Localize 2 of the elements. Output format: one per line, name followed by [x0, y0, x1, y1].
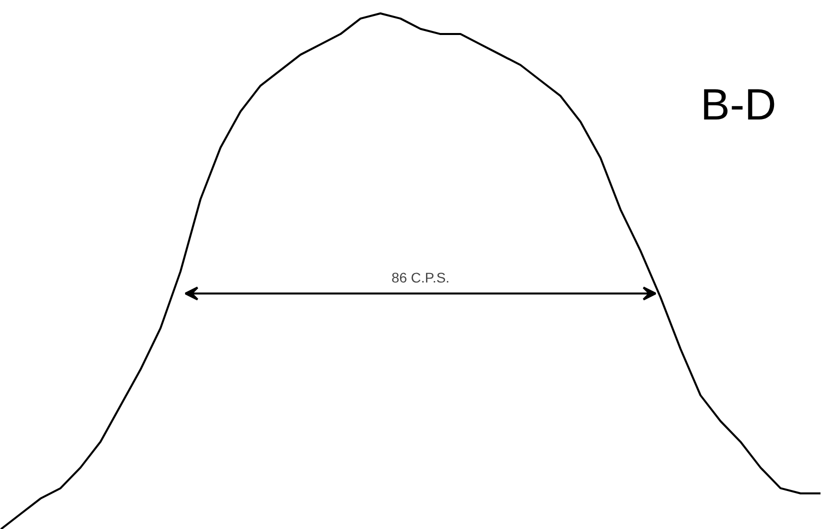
text: B-D [700, 80, 776, 130]
annotation: 86 C.P.S. [391, 270, 450, 286]
